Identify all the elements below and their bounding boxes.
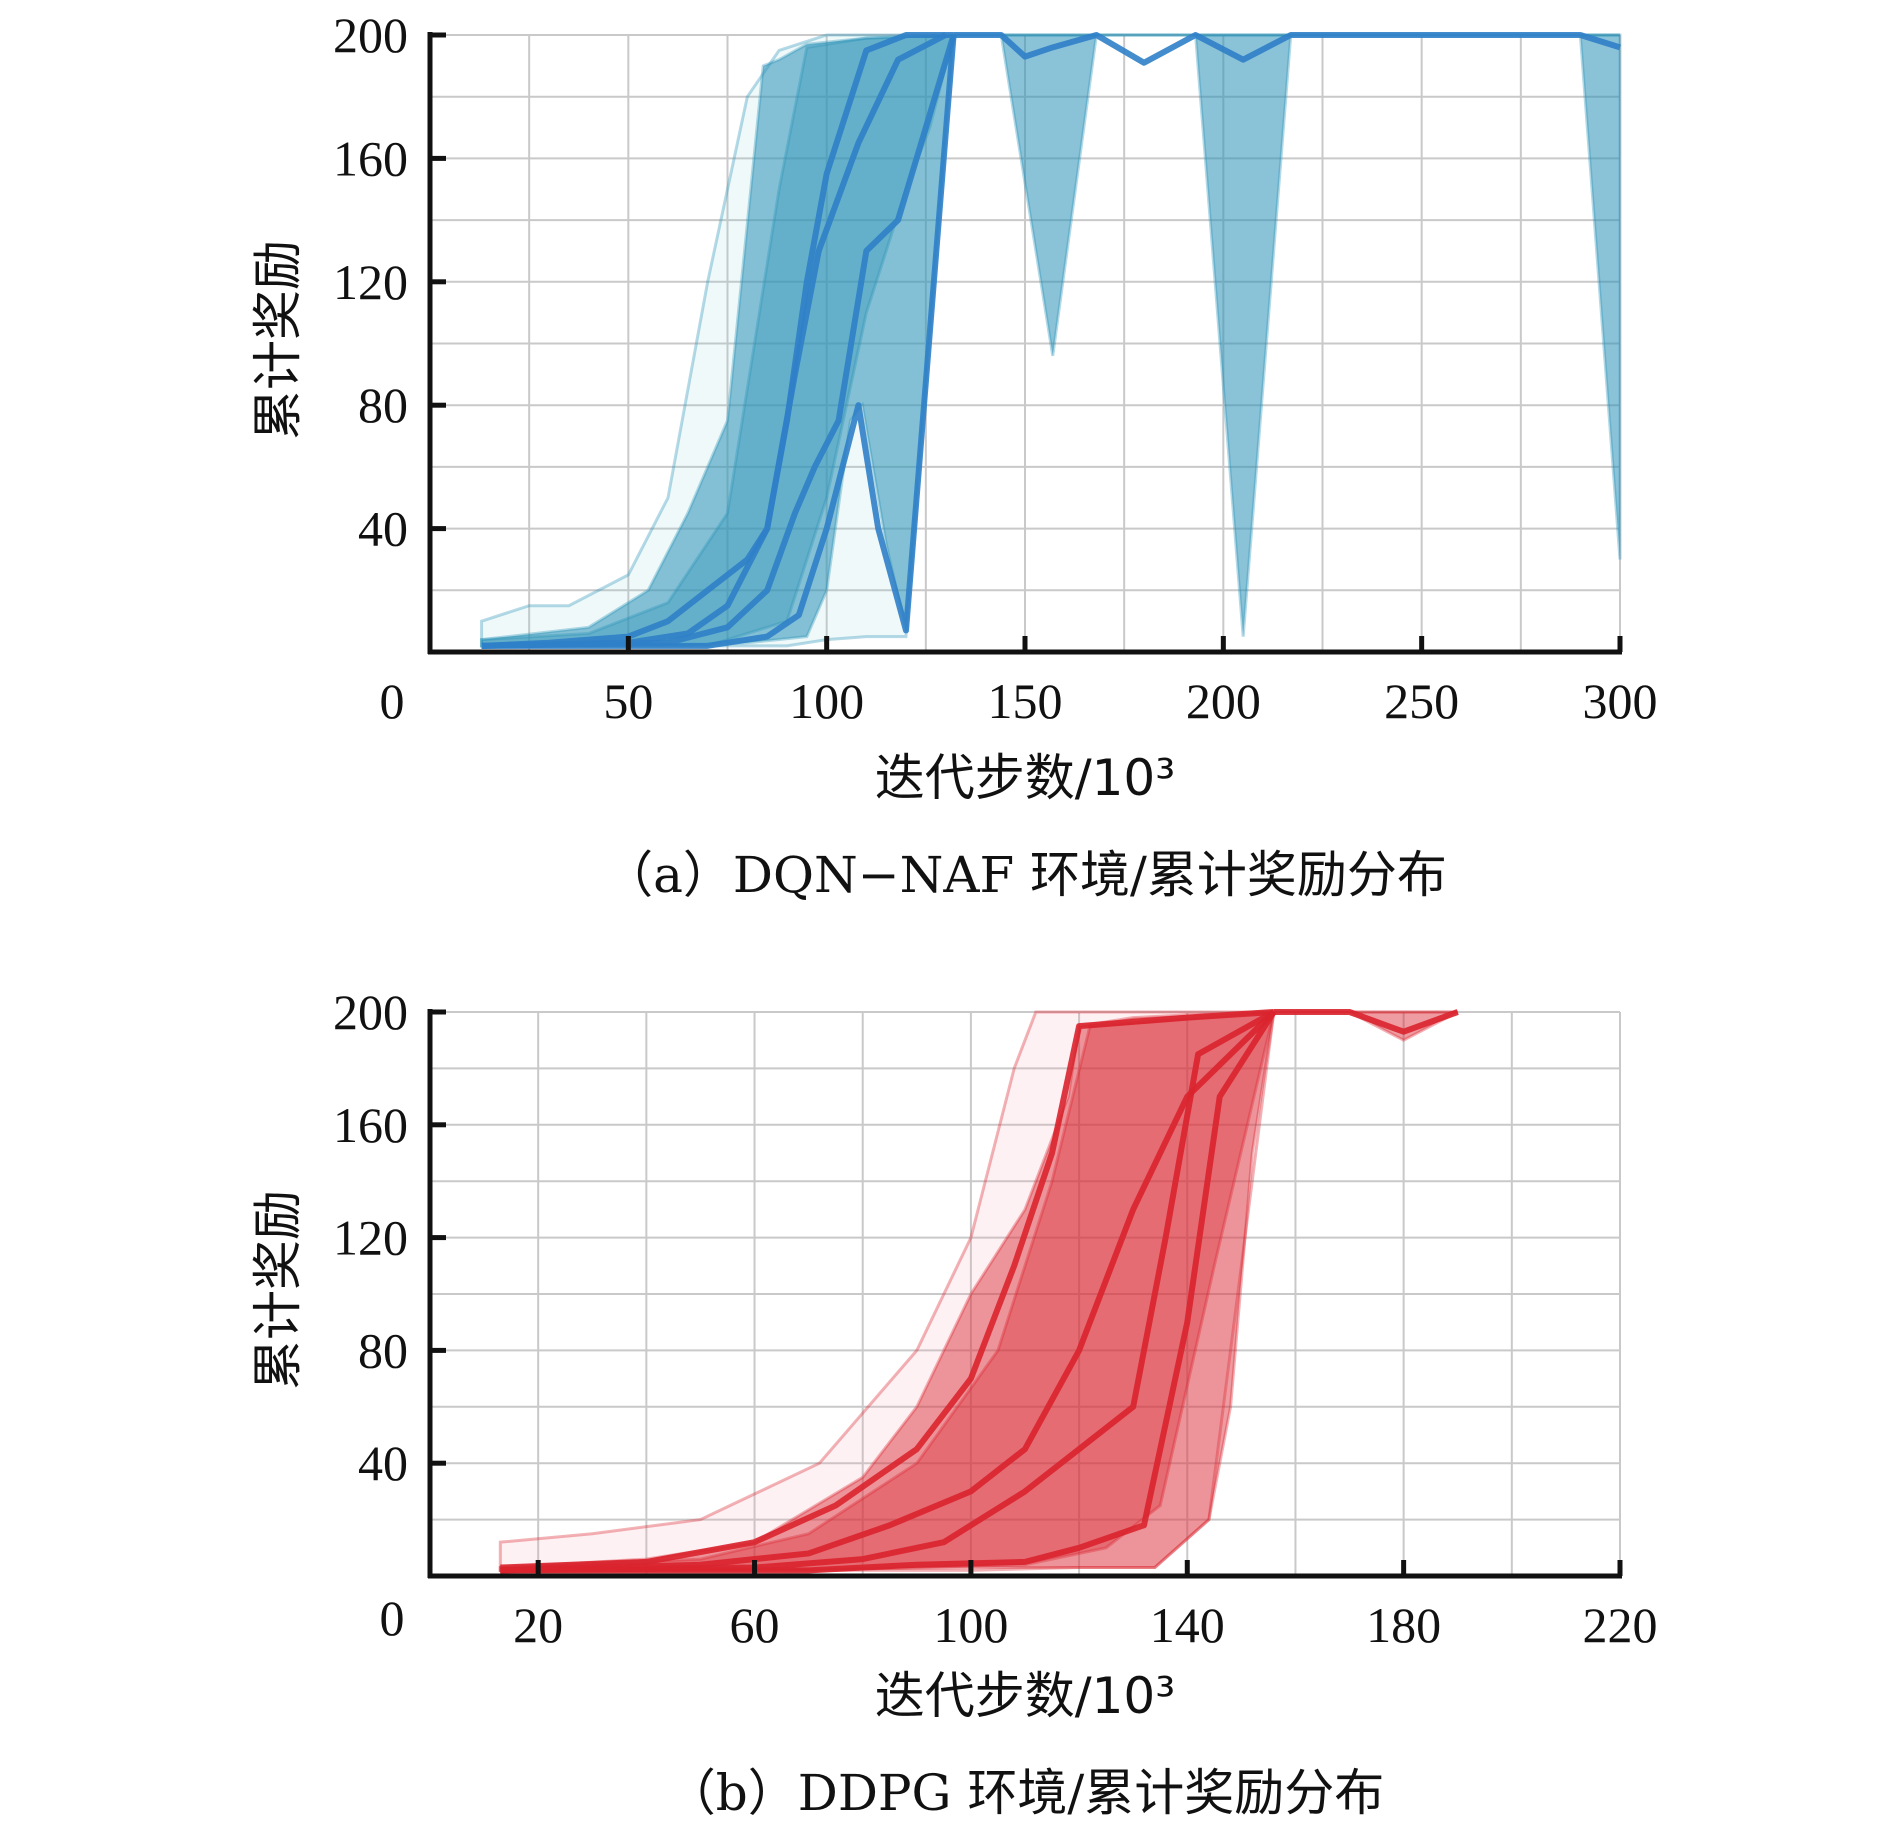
series-line: [1273, 1009, 1459, 1035]
y-tick-label: 160: [333, 130, 408, 186]
confidence-band: [498, 1010, 1458, 1572]
y-tick-label: 120: [333, 1210, 408, 1266]
bands-a: [480, 33, 1622, 648]
x-tick-label: 50: [603, 673, 653, 729]
y-tick-label: 200: [333, 7, 408, 63]
x-tick-label: 200: [1186, 673, 1261, 729]
x-tick-label: 20: [513, 1597, 563, 1653]
x-axis-title-a: 迭代步数/10³: [875, 749, 1176, 807]
x-tick-labels-b: 20 60 100 140 180 220: [513, 1597, 1657, 1653]
axes-a: [427, 32, 1623, 655]
x-tick-label: 300: [1583, 673, 1658, 729]
caption-b: （b）DDPG 环境/累计奖励分布: [666, 1764, 1385, 1822]
y-axis-title-a: 累计奖励: [249, 240, 307, 440]
y-tick-labels-a: 40 80 120 160 200: [333, 7, 408, 557]
y-axis-title-b: 累计奖励: [249, 1190, 307, 1390]
series-line: [481, 32, 948, 649]
series-line: [500, 1009, 1275, 1571]
chart-ddpg: 20 60 100 140 180 220 40 80 120 160 200 0 迭代步数/10…: [249, 984, 1658, 1822]
x-tick-label: 100: [933, 1597, 1008, 1653]
x-tick-label: 150: [988, 673, 1063, 729]
series-line: [500, 1009, 1276, 1574]
series-line: [953, 32, 1621, 66]
series-line: [500, 1009, 1276, 1574]
series-lines-b: [500, 1009, 1459, 1574]
chart-dqn-naf: 50 100 150 200 250 300 40 80 120 160 200 0 迭代步数/1…: [249, 7, 1658, 904]
x-tick-label: 250: [1384, 673, 1459, 729]
caption-a: （a）DQN−NAF 环境/累计奖励分布: [603, 846, 1447, 904]
x-tick-label: 140: [1150, 1597, 1225, 1653]
y-tick-label: 40: [358, 501, 408, 557]
y-tick-label: 80: [358, 1322, 408, 1378]
x-tick-label: 100: [789, 673, 864, 729]
series-line: [500, 1010, 1277, 1574]
confidence-band: [480, 33, 1622, 648]
y-tick-label: 160: [333, 1097, 408, 1153]
x-origin-label-b: 0: [380, 1590, 405, 1646]
axes-b: [427, 1009, 1623, 1579]
x-tick-labels-a: 50 100 150 200 250 300: [603, 673, 1657, 729]
x-tick-label: 60: [730, 1597, 780, 1653]
x-tick-label: 220: [1583, 1597, 1658, 1653]
y-tick-label: 40: [358, 1435, 408, 1491]
series-line: [481, 34, 957, 649]
x-tick-label: 180: [1366, 1597, 1441, 1653]
y-tick-label: 200: [333, 984, 408, 1040]
y-tick-labels-b: 40 80 120 160 200: [333, 984, 408, 1491]
x-axis-title-b: 迭代步数/10³: [875, 1667, 1176, 1725]
x-origin-label-a: 0: [380, 673, 405, 729]
y-tick-label: 80: [358, 377, 408, 433]
confidence-band: [498, 1010, 1459, 1572]
y-tick-label: 120: [333, 254, 408, 310]
series-line: [481, 34, 957, 649]
